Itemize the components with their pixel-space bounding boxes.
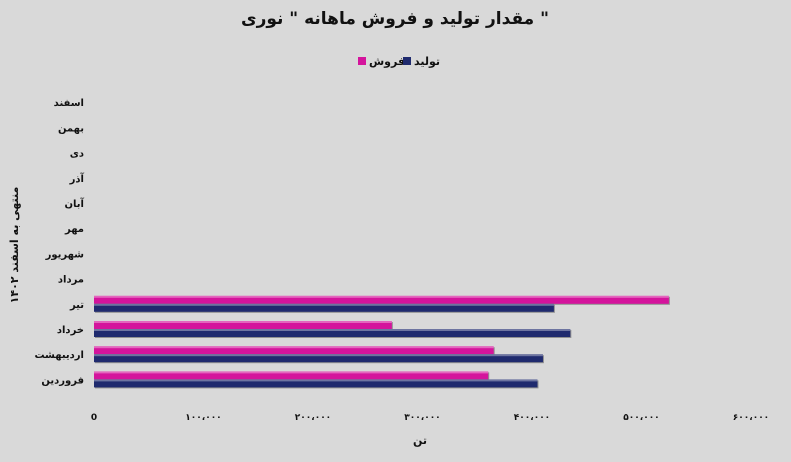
bar-highlight — [94, 379, 538, 382]
x-tick-label: ۴۰۰،۰۰۰ — [514, 413, 550, 423]
legend-label: تولید — [414, 55, 440, 68]
bar-sales — [94, 346, 494, 355]
category-label: فروردین — [41, 375, 84, 386]
bars — [94, 295, 670, 389]
bar-highlight — [94, 371, 489, 374]
category-label: شهریور — [45, 249, 85, 260]
x-tick-label: ۱۰۰،۰۰۰ — [185, 413, 221, 423]
x-tick-label: 0 — [91, 413, 97, 423]
x-tick-label: ۳۰۰،۰۰۰ — [404, 413, 440, 423]
x-tick-label: ۵۰۰،۰۰۰ — [623, 413, 659, 423]
category-label: خرداد — [57, 325, 84, 336]
category-label: اردیبهشت — [34, 350, 84, 361]
legend-swatch — [403, 57, 411, 65]
bar-highlight — [94, 354, 543, 357]
bar-production — [94, 379, 538, 388]
category-label: اسفند — [54, 98, 84, 109]
category-label: تیر — [69, 300, 84, 311]
bar-highlight — [94, 303, 554, 306]
category-label: دی — [70, 149, 84, 160]
legend: فروش تولید — [358, 55, 440, 68]
bar-highlight — [94, 346, 494, 349]
category-label: مهر — [64, 224, 84, 235]
bar-sales — [94, 371, 489, 380]
bar-sales — [94, 295, 669, 304]
bar-highlight — [94, 321, 392, 323]
bar-production — [94, 354, 543, 363]
category-label: آبان — [65, 197, 85, 210]
bar-highlight — [94, 329, 571, 331]
category-label: بهمن — [58, 123, 84, 134]
bar-production — [94, 329, 571, 337]
bar-sales — [94, 321, 392, 329]
x-tick-labels: 0 ۱۰۰،۰۰۰ ۲۰۰،۰۰۰ ۳۰۰،۰۰۰ ۴۰۰،۰۰۰ ۵۰۰،۰۰۰ ۶۰۰،… — [91, 413, 769, 423]
legend-swatch — [358, 57, 366, 65]
x-tick-label: ۶۰۰،۰۰۰ — [733, 413, 769, 423]
category-label: آذر — [69, 172, 85, 185]
y-axis-title: منتهی به اسفند ۱۴۰۲ — [8, 187, 21, 304]
category-label: مرداد — [58, 275, 84, 286]
x-tick-label: ۲۰۰،۰۰۰ — [295, 413, 331, 423]
x-axis-title: تن — [413, 434, 427, 447]
legend-label: فروش — [369, 55, 405, 68]
bar-highlight — [94, 295, 669, 298]
bar-production — [94, 303, 554, 312]
category-labels: فروردین اردیبهشت خرداد تیر مرداد شهریور مهر آبا… — [34, 98, 84, 386]
chart-title: مقدار تولید و فروش ماهانه " نوری " — [241, 9, 549, 29]
